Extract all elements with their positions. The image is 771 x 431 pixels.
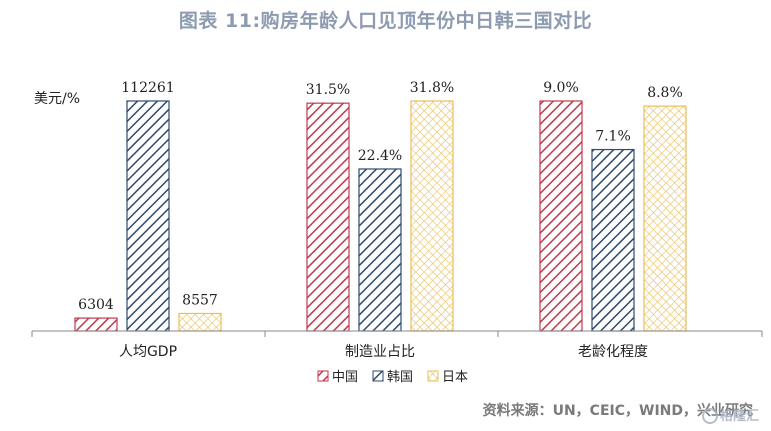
- unit-label: 美元/%: [34, 91, 80, 107]
- source-note: 资料来源：UN，CEIC，WIND，兴业研究: [482, 403, 753, 419]
- data-label: 31.8%: [410, 80, 454, 96]
- legend-swatch-korea: [372, 370, 384, 382]
- legend-swatch-japan: [427, 370, 439, 382]
- chart-title: 图表 11:购房年龄人口见顶年份中日韩三国对比: [178, 10, 593, 32]
- legend-label-china: 中国: [332, 370, 358, 385]
- bar-china-2: [539, 100, 583, 332]
- bar-korea-2: [591, 148, 635, 332]
- data-label: 8557: [182, 292, 218, 308]
- legend-swatch-china: [317, 370, 329, 382]
- watermark: 格隆汇: [701, 405, 759, 424]
- data-label: 9.0%: [543, 80, 579, 96]
- data-label: 31.5%: [306, 82, 350, 98]
- category-label: 制造业占比: [345, 344, 415, 360]
- data-label: 8.8%: [647, 85, 683, 101]
- legend-label-japan: 日本: [442, 370, 468, 385]
- bar-korea-0: [126, 100, 170, 332]
- bar-china-0: [74, 317, 118, 332]
- watermark-text: 格隆汇: [719, 409, 759, 424]
- data-label: 22.4%: [358, 148, 402, 164]
- data-label: 7.1%: [595, 129, 631, 145]
- legend: 中国 韩国 日本: [317, 370, 468, 385]
- category-label: 人均GDP: [119, 344, 177, 360]
- bar-japan-2: [643, 105, 687, 332]
- bar-korea-1: [358, 168, 402, 332]
- data-label: 6304: [78, 297, 114, 313]
- bar-japan-0: [178, 312, 222, 332]
- watermark-logo-icon: [701, 408, 718, 424]
- bar-china-1: [306, 102, 350, 332]
- legend-label-korea: 韩国: [387, 370, 413, 385]
- data-label: 112261: [121, 80, 174, 96]
- category-label: 老龄化程度: [578, 344, 648, 360]
- bar-japan-1: [410, 100, 454, 332]
